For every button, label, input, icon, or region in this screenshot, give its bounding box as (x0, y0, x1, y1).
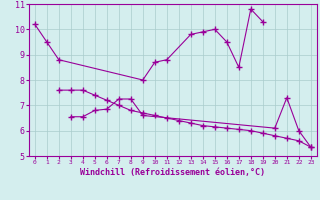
X-axis label: Windchill (Refroidissement éolien,°C): Windchill (Refroidissement éolien,°C) (80, 168, 265, 177)
